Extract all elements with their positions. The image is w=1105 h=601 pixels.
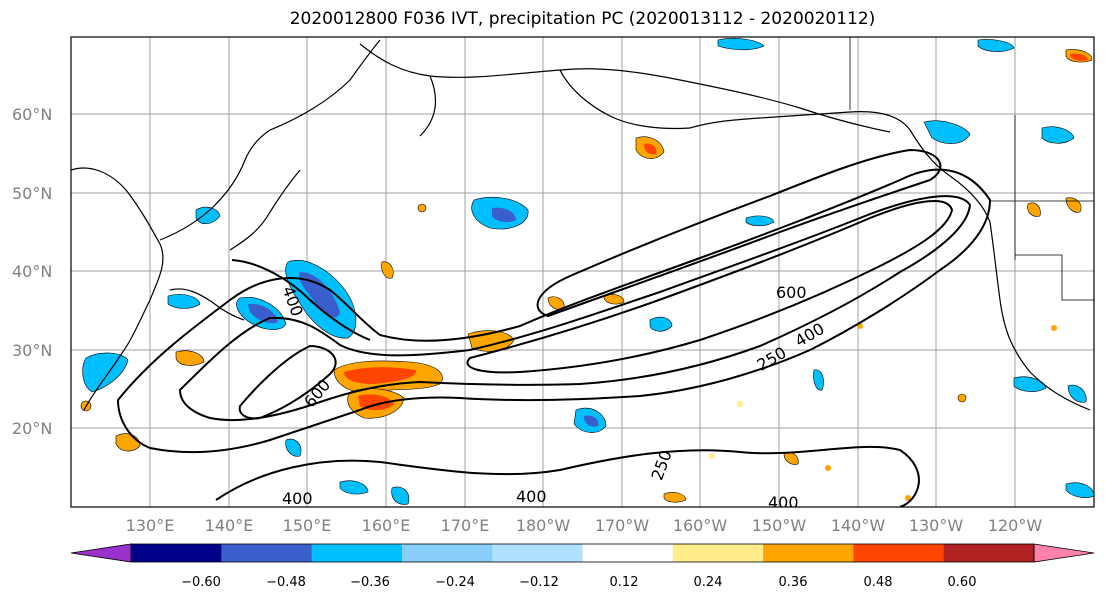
ivt-contour-600-east [466,200,954,374]
ivt-contour-250 [116,168,992,454]
colorbar-segment [763,544,854,562]
colorbar-tick-label: −0.60 [181,575,221,590]
precipitation-shading [80,38,1094,505]
lat-label: 30°N [12,341,52,360]
neg-blob-japan-core [299,272,340,318]
lon-label: 140°E [205,516,254,535]
contour-label: 600 [776,283,807,302]
colorbar-tick-label: −0.36 [350,575,390,590]
ivt-contour-400 [178,195,972,421]
latitude-labels: 60°N 50°N 40°N 30°N 20°N [12,105,52,438]
colorbar [70,543,1095,563]
lon-label: 160°W [673,516,728,535]
lon-label: 130°W [909,516,964,535]
lat-label: 20°N [12,419,52,438]
colorbar-segment [221,544,313,562]
colorbar-segment [943,544,1035,562]
colorbar-border [130,543,1035,563]
neg-blob-gulf-alaska [923,120,971,144]
lon-label: 120°W [988,516,1043,535]
political-borders [849,37,1094,301]
colorbar-tick-label: 0.36 [779,575,808,590]
colorbar-tick-label: 0.12 [610,575,639,590]
colorbar-segment [401,544,493,562]
lon-label: 150°W [752,516,807,535]
ivt-contour-600-west [238,344,337,420]
lon-label: 160°E [362,516,411,535]
lon-label: 140°W [831,516,886,535]
lat-label: 60°N [12,105,52,124]
colorbar-extend-high [1033,543,1095,563]
lon-label: 130°E [126,516,175,535]
lon-label: 170°W [595,516,650,535]
coastlines [71,39,1091,411]
colorbar-segment [492,544,583,562]
longitude-labels: 130°E 140°E 150°E 160°E 170°E 180°W 170°… [126,516,1043,535]
neg-blob-canada [1041,126,1075,144]
ivt-contours [116,148,992,507]
colorbar-tick-label: −0.12 [519,575,559,590]
colorbar-segment [672,544,764,562]
map-frame [70,36,1095,508]
colorbar-segment [853,544,945,562]
colorbar-tick-label: 0.60 [948,575,977,590]
lat-label: 50°N [12,184,52,203]
colorbar-tick-label: −0.24 [435,575,475,590]
lat-label: 40°N [12,262,52,281]
contour-label: 400 [282,489,313,508]
ivt-contour-japan [231,259,371,341]
neg-blob-korea [167,294,201,309]
colorbar-tick-labels: −0.60 −0.48 −0.36 −0.24 −0.12 0.12 0.24 … [181,575,976,590]
colorbar-tick-label: −0.48 [266,575,306,590]
colorbar-segment [131,544,222,562]
map-title: 2020012800 F036 IVT, precipitation PC (2… [289,9,876,29]
colorbar-segment [311,544,403,562]
contour-label: 400 [516,487,547,506]
colorbar-tick-label: 0.48 [864,575,893,590]
ivt-contour-400-south [215,445,920,507]
lon-label: 170°E [441,516,490,535]
ivt-contour-600-north [536,148,942,318]
colorbar-tick-label: 0.24 [694,575,723,590]
lon-label: 180°W [516,516,571,535]
colorbar-segment [582,544,674,562]
map-background [71,37,1094,507]
colorbar-extend-low [70,543,132,563]
lon-label: 150°E [283,516,332,535]
contour-label: 400 [768,493,799,512]
neg-blob-china [82,352,129,393]
